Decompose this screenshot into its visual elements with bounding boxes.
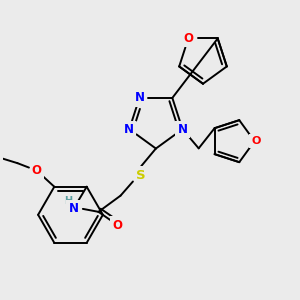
Text: N: N bbox=[134, 92, 144, 104]
Text: H: H bbox=[64, 196, 72, 206]
Text: O: O bbox=[251, 136, 261, 146]
Text: N: N bbox=[68, 202, 78, 215]
Text: N: N bbox=[178, 123, 188, 136]
Text: O: O bbox=[112, 219, 123, 232]
Text: S: S bbox=[136, 169, 146, 182]
Text: N: N bbox=[124, 123, 134, 136]
Text: O: O bbox=[183, 32, 193, 45]
Text: O: O bbox=[32, 164, 42, 177]
